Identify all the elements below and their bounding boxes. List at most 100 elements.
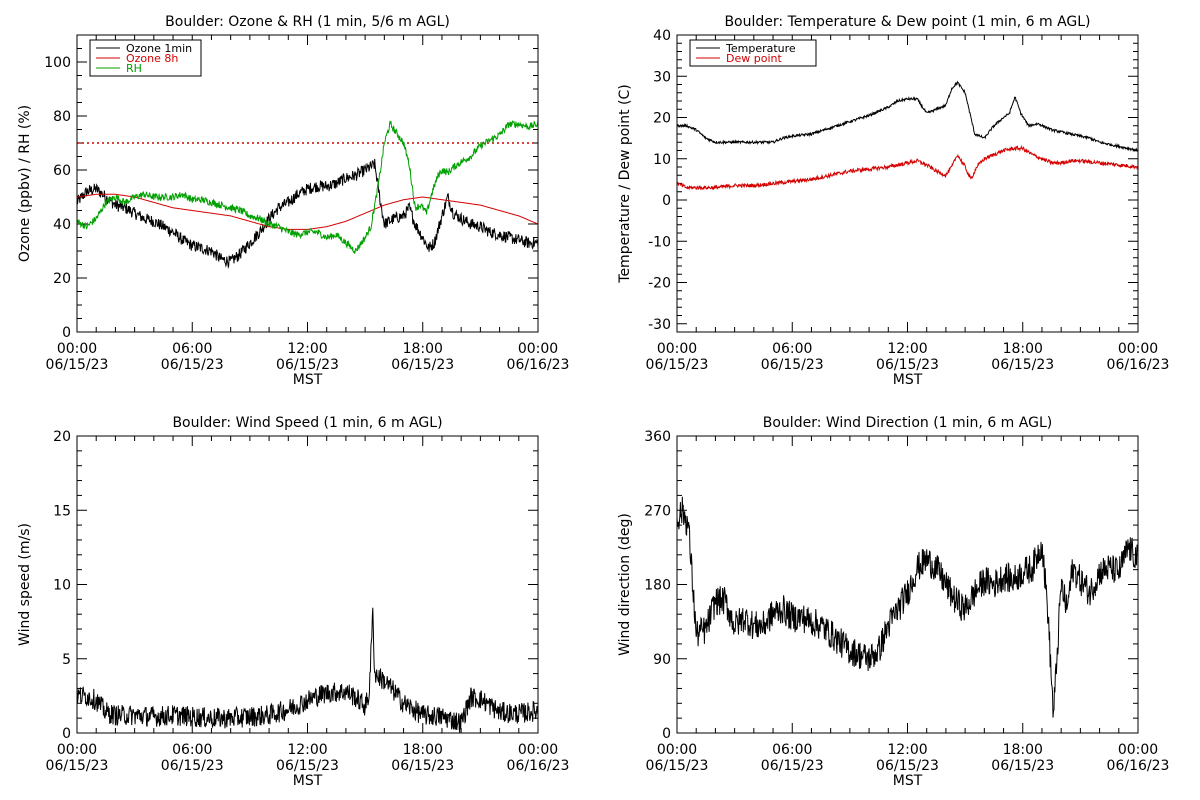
x-tick-date: 06/15/23 (876, 357, 939, 373)
x-tick-date: 06/16/23 (1107, 357, 1170, 373)
y-axis-label: Wind speed (m/s) (17, 523, 33, 646)
x-tick-time: 00:00 (518, 742, 558, 758)
x-tick-time: 00:00 (57, 742, 97, 758)
chart-title: Boulder: Ozone & RH (1 min, 5/6 m AGL) (165, 14, 450, 30)
plot-frame (676, 34, 1139, 333)
y-tick-label: -20 (648, 276, 671, 292)
series-line-ozone-8h (77, 193, 538, 230)
y-axis-label: Ozone (ppbv) / RH (%) (17, 105, 33, 262)
y-tick-label: 0 (62, 726, 71, 742)
x-tick-time: 06:00 (172, 341, 212, 357)
chart-title: Boulder: Wind Speed (1 min, 6 m AGL) (172, 415, 442, 431)
x-tick-date: 06/15/23 (391, 357, 454, 373)
plot-frame (676, 435, 1139, 734)
y-tick-label: 15 (53, 503, 71, 519)
x-tick-time: 00:00 (1118, 742, 1158, 758)
x-tick-date: 06/15/23 (991, 357, 1054, 373)
y-axis-label: Temperature / Dew point (C) (617, 84, 633, 283)
y-tick-label: 60 (53, 163, 71, 179)
plot-frame (76, 34, 539, 333)
x-tick-date: 06/15/23 (646, 357, 709, 373)
y-tick-label: 90 (653, 652, 671, 668)
panel-wind-speed: Boulder: Wind Speed (1 min, 6 m AGL) 0 5 10… (17, 415, 569, 789)
y-tick-label: 100 (44, 55, 71, 71)
x-axis-label: MST (893, 372, 923, 388)
x-tick-time: 12:00 (287, 742, 327, 758)
y-tick-label: 10 (653, 152, 671, 168)
y-tick-label: 30 (653, 69, 671, 85)
legend-label: RH (126, 62, 142, 75)
y-tick-label: 5 (62, 652, 71, 668)
x-tick-date: 06/15/23 (876, 758, 939, 774)
x-tick-date: 06/15/23 (46, 357, 109, 373)
legend-box (689, 39, 817, 67)
x-tick-date: 06/15/23 (646, 758, 709, 774)
x-tick-time: 00:00 (657, 341, 697, 357)
y-tick-label: 40 (53, 217, 71, 233)
y-tick-label: 180 (644, 578, 671, 594)
x-tick-time: 00:00 (57, 341, 97, 357)
x-tick-date: 06/15/23 (276, 357, 339, 373)
y-tick-label: 270 (644, 503, 671, 519)
x-tick-date: 06/16/23 (1107, 758, 1170, 774)
y-tick-label: 40 (653, 28, 671, 44)
x-tick-date: 06/15/23 (761, 357, 824, 373)
series-line-0 (77, 607, 538, 733)
x-tick-time: 06:00 (772, 742, 812, 758)
x-tick-time: 00:00 (518, 341, 558, 357)
panel-ozone-rh: Boulder: Ozone & RH (1 min, 5/6 m AGL) 0 2… (17, 14, 569, 388)
x-tick-date: 06/15/23 (761, 758, 824, 774)
x-tick-time: 12:00 (287, 341, 327, 357)
x-tick-time: 00:00 (657, 742, 697, 758)
y-tick-label: 0 (662, 193, 671, 209)
chart-title: Boulder: Temperature & Dew point (1 min,… (724, 14, 1090, 30)
y-tick-label: 20 (53, 429, 71, 445)
x-tick-date: 06/15/23 (991, 758, 1054, 774)
series-group (77, 607, 538, 733)
series-group (77, 120, 538, 269)
x-tick-time: 06:00 (772, 341, 812, 357)
y-tick-label: 20 (653, 111, 671, 127)
y-tick-label: 10 (53, 578, 71, 594)
legend-label: Temperature (725, 42, 796, 55)
chart-title: Boulder: Wind Direction (1 min, 6 m AGL) (763, 415, 1052, 431)
y-tick-label: 0 (62, 325, 71, 341)
y-tick-label: 360 (644, 429, 671, 445)
y-tick-label: -10 (648, 234, 671, 250)
series-line-temperature (677, 80, 1138, 153)
legend-label: Dew point (726, 52, 782, 65)
legend-label: Ozone 1min (126, 42, 192, 55)
series-line-dew-point (677, 144, 1138, 191)
x-tick-date: 06/15/23 (391, 758, 454, 774)
x-tick-time: 18:00 (1003, 742, 1043, 758)
x-axis-label: MST (293, 372, 323, 388)
x-tick-date: 06/16/23 (507, 357, 570, 373)
plot-frame (76, 435, 539, 734)
x-tick-date: 06/15/23 (161, 758, 224, 774)
x-tick-time: 00:00 (1118, 341, 1158, 357)
x-tick-date: 06/15/23 (46, 758, 109, 774)
x-tick-date: 06/15/23 (276, 758, 339, 774)
series-line-0 (677, 496, 1138, 718)
y-tick-label: 80 (53, 109, 71, 125)
y-tick-label: 0 (662, 726, 671, 742)
y-axis-label: Wind direction (deg) (617, 513, 633, 656)
x-tick-time: 18:00 (403, 742, 443, 758)
series-group (677, 80, 1138, 191)
x-axis-label: MST (293, 773, 323, 789)
x-tick-time: 06:00 (172, 742, 212, 758)
panel-wind-direction: Boulder: Wind Direction (1 min, 6 m AGL)… (617, 415, 1169, 789)
y-tick-label: -30 (648, 317, 671, 333)
series-line-rh (77, 120, 538, 255)
x-tick-date: 06/15/23 (161, 357, 224, 373)
legend-label: Ozone 8h (126, 52, 178, 65)
x-tick-time: 12:00 (887, 341, 927, 357)
y-tick-label: 20 (53, 271, 71, 287)
x-tick-time: 18:00 (403, 341, 443, 357)
series-group (677, 496, 1138, 718)
x-tick-time: 18:00 (1003, 341, 1043, 357)
x-tick-time: 12:00 (887, 742, 927, 758)
series-line-ozone-1min (77, 158, 538, 269)
